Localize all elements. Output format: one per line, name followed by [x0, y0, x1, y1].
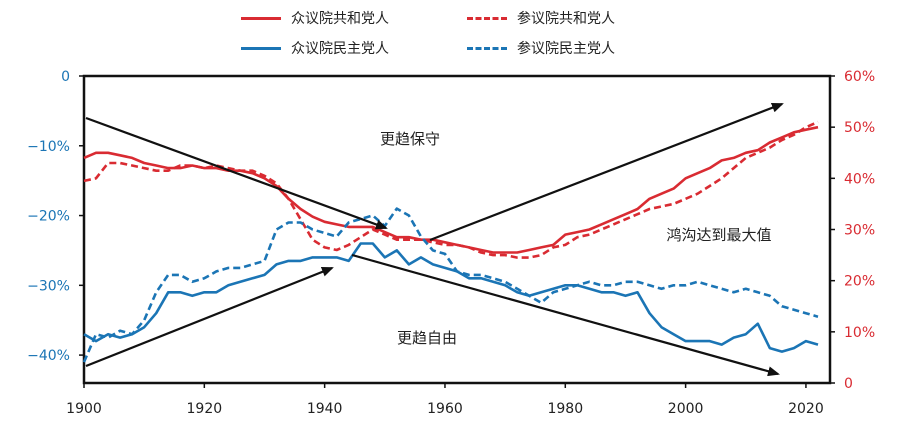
right-tick-label: 10% [844, 325, 875, 341]
right-tick-label: 20% [844, 274, 875, 290]
arrow-dem-up [85, 266, 334, 368]
right-tick-label: 60% [844, 69, 875, 85]
legend-swatch-solid-blue [241, 46, 281, 50]
left-tick-label: −20% [27, 209, 70, 225]
legend-label: 众议院共和党人 [291, 11, 389, 27]
legend-item-house-rep: 众议院共和党人 [241, 8, 389, 28]
x-tick-label: 2000 [668, 401, 704, 417]
left-tick-label: −40% [27, 348, 70, 364]
left-tick-label: −30% [27, 278, 70, 294]
legend-item-senate-rep: 参议院共和党人 [467, 8, 615, 28]
right-tick-label: 50% [844, 120, 875, 136]
series-layer [82, 120, 819, 363]
right-tick-label: 40% [844, 171, 875, 187]
legend-swatch-dashed-blue [467, 46, 507, 50]
legend-swatch-dashed-red [467, 16, 507, 20]
annotation-gap-max: 鸿沟达到最大值 [666, 226, 771, 244]
legend-item-house-dem: 众议院民主党人 [241, 38, 389, 58]
series-line-2 [83, 242, 819, 353]
legend-label: 参议院共和党人 [517, 11, 615, 27]
legend-swatch-solid-red [241, 16, 281, 20]
trend-arrows [85, 102, 784, 377]
legend-label: 参议院民主党人 [517, 41, 615, 57]
x-tick-label: 2020 [788, 401, 824, 417]
left-tick-label: −10% [27, 139, 70, 155]
x-axis: 1900 1920 1940 1960 1980 2000 2020 [66, 383, 824, 417]
series-line-3 [82, 207, 819, 363]
annotation-more-conservative: 更趋保守 [380, 130, 440, 148]
right-tick-label: 0 [844, 376, 853, 392]
x-tick-label: 1980 [547, 401, 583, 417]
right-axis: 0 10% 20% 30% 40% 50% 60% [830, 69, 875, 392]
x-tick-label: 1920 [187, 401, 223, 417]
left-tick-label: 0 [61, 69, 70, 85]
x-tick-label: 1900 [66, 401, 102, 417]
x-tick-label: 1940 [307, 401, 343, 417]
legend-item-senate-dem: 参议院民主党人 [467, 38, 615, 58]
annotation-more-liberal: 更趋自由 [397, 329, 457, 347]
left-axis: 0 −10% −20% −30% −40% [27, 69, 84, 364]
legend-label: 众议院民主党人 [291, 41, 389, 57]
arrow-dem-down [351, 253, 780, 377]
arrow-rep-down [85, 116, 388, 230]
arrow-rep-up [429, 102, 784, 242]
right-tick-label: 30% [844, 223, 875, 239]
series-line-1 [83, 120, 819, 259]
x-tick-label: 1960 [427, 401, 463, 417]
